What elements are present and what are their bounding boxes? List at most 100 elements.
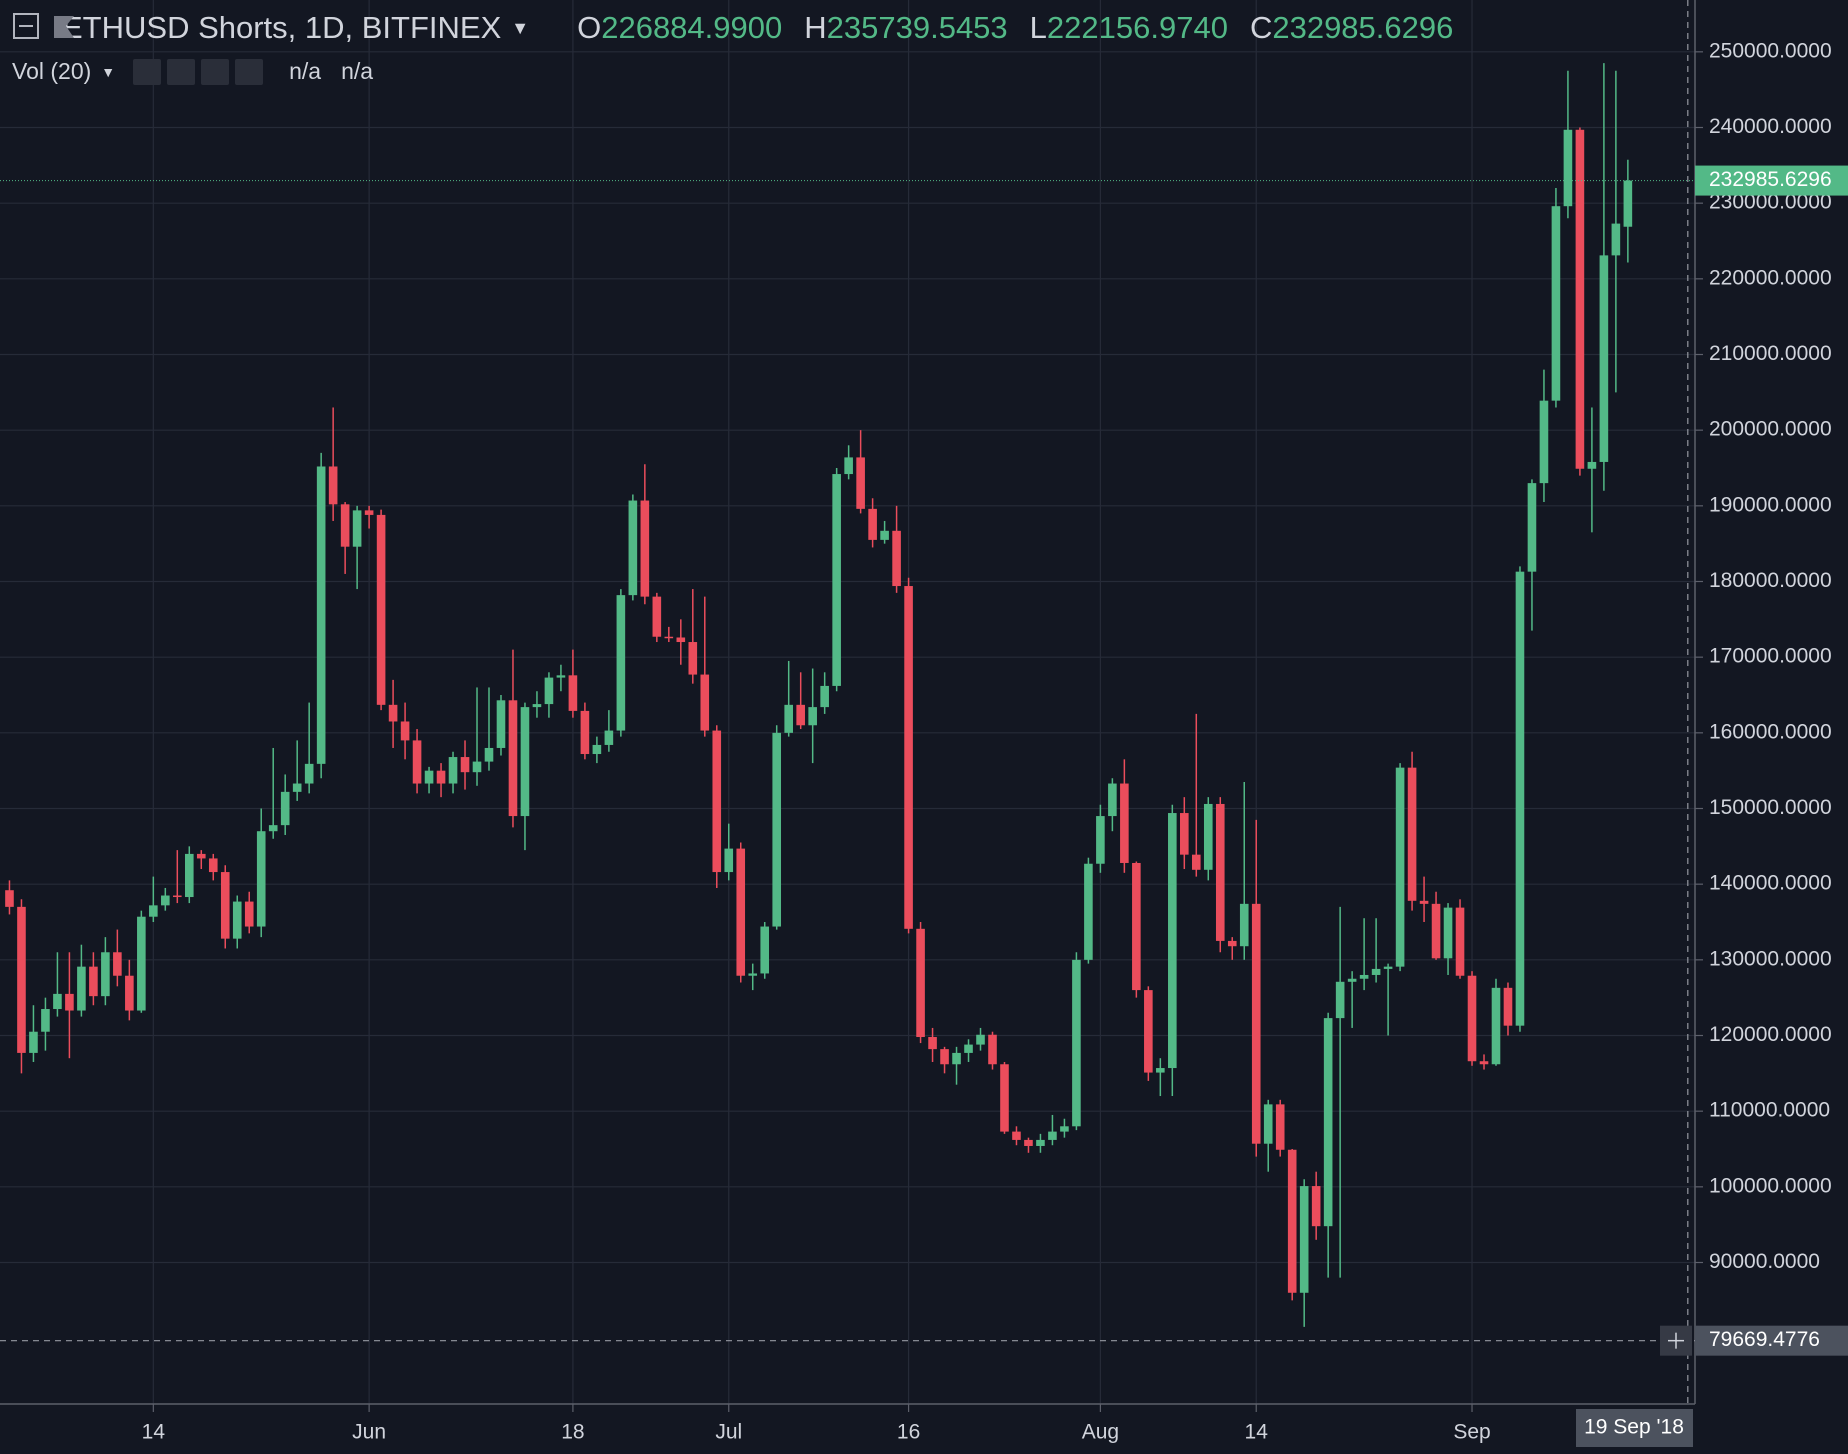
candle-body: [1132, 862, 1141, 991]
candle-body: [5, 890, 14, 907]
candle-body: [700, 674, 710, 731]
ohlc-key: H: [804, 10, 827, 45]
candle-body: [724, 848, 734, 873]
candle-body: [832, 474, 841, 686]
flag-icon[interactable]: [52, 14, 76, 40]
indicator-row: Vol (20) ▼ n/a n/a: [12, 58, 373, 85]
candle-body: [1383, 966, 1393, 969]
candle-body: [1335, 981, 1345, 1019]
candle-body: [892, 530, 901, 587]
candle-body: [89, 966, 98, 997]
candle-body: [65, 993, 74, 1011]
y-tick-label: 140000.0000: [1709, 872, 1832, 895]
indicator-add-button[interactable]: [201, 58, 230, 85]
candle-body: [448, 757, 458, 784]
candle-body: [1539, 400, 1549, 484]
last-price-badge: [1695, 165, 1848, 196]
candle-body: [1503, 987, 1513, 1026]
candle-body: [904, 586, 913, 929]
indicator-value: n/a: [289, 58, 322, 84]
candle-body: [556, 675, 566, 678]
candle-body: [113, 952, 122, 976]
chart-header: ETHUSD Shorts, 1D, BITFINEX ▼ O 226884.99…: [12, 10, 1453, 46]
indicator-name[interactable]: Vol (20): [12, 58, 92, 84]
candle-body: [652, 596, 662, 637]
symbol-title[interactable]: ETHUSD Shorts, 1D, BITFINEX: [62, 10, 502, 45]
candle-body: [616, 595, 626, 731]
candle-body: [820, 685, 829, 708]
candle-body: [1000, 1064, 1009, 1132]
candle-body: [1036, 1139, 1045, 1146]
candle-body: [1611, 223, 1621, 256]
crosshair-price-badge: [1695, 1325, 1848, 1356]
candle-body: [400, 721, 410, 741]
candle-body: [1515, 571, 1525, 1026]
candle-body: [1479, 1061, 1489, 1065]
candle-body: [292, 783, 302, 792]
y-tick-label: 130000.0000: [1709, 947, 1832, 970]
y-tick-label: 240000.0000: [1709, 115, 1832, 138]
ohlc-key: C: [1249, 10, 1273, 45]
candle-body: [532, 704, 542, 708]
candle-body: [1048, 1131, 1057, 1140]
candle-body: [1275, 1104, 1285, 1150]
x-tick-label: 18: [561, 1421, 584, 1444]
candle-body: [1371, 968, 1381, 975]
candle-body: [77, 966, 86, 1011]
candle-body: [376, 514, 386, 705]
collapse-icon[interactable]: [12, 12, 42, 42]
candle-body: [1203, 803, 1213, 870]
candle-body: [1563, 129, 1573, 207]
candle-body: [604, 730, 614, 745]
candle-body: [1215, 803, 1225, 941]
indicator-settings-button[interactable]: [167, 58, 196, 85]
candle-body: [196, 853, 206, 859]
candle-body: [1239, 903, 1249, 947]
indicator-caret[interactable]: ▼: [101, 63, 116, 80]
candle-body: [580, 710, 590, 755]
candle-body: [184, 853, 194, 898]
candle-body: [760, 926, 770, 974]
indicator-remove-button[interactable]: [235, 58, 264, 85]
candle-body: [220, 872, 230, 939]
candle-body: [17, 906, 26, 1053]
candle-body: [1407, 767, 1417, 901]
candle-body: [940, 1049, 949, 1065]
candle-body: [1060, 1126, 1069, 1132]
candle-body: [460, 757, 470, 773]
candle-body: [208, 858, 218, 873]
candle-body: [628, 500, 638, 596]
symbol-caret[interactable]: ▼: [511, 17, 530, 38]
y-tick-label: 220000.0000: [1709, 266, 1832, 289]
candle-body: [748, 973, 758, 976]
candle-body: [496, 700, 506, 748]
candle-body: [328, 466, 338, 505]
candle-body: [352, 510, 362, 547]
candle-body: [664, 636, 674, 639]
candle-body: [784, 704, 793, 733]
candle-body: [808, 707, 817, 726]
candle-body: [592, 744, 602, 755]
candle-body: [1491, 987, 1501, 1065]
candle-body: [1084, 863, 1093, 960]
candle-body: [1443, 907, 1453, 959]
candle-body: [736, 848, 746, 976]
indicator-eye-button[interactable]: [133, 58, 162, 85]
candle-body: [1599, 255, 1609, 462]
x-tick-label: Jun: [352, 1421, 386, 1444]
candle-body: [868, 508, 877, 540]
y-tick-label: 200000.0000: [1709, 418, 1832, 441]
candle-body: [1347, 978, 1357, 982]
indicator-value: n/a: [341, 58, 374, 84]
y-tick-label: 230000.0000: [1709, 191, 1832, 214]
candle-body: [1359, 974, 1369, 979]
ohlc-value: 226884.9900: [601, 10, 783, 45]
y-tick-label: 110000.0000: [1709, 1099, 1830, 1122]
candle-body: [161, 895, 170, 906]
candle-body: [964, 1044, 973, 1053]
ohlc-value: 222156.9740: [1046, 10, 1228, 45]
candle-body: [472, 761, 482, 773]
candle-body: [1575, 129, 1585, 469]
candle-body: [436, 770, 446, 784]
